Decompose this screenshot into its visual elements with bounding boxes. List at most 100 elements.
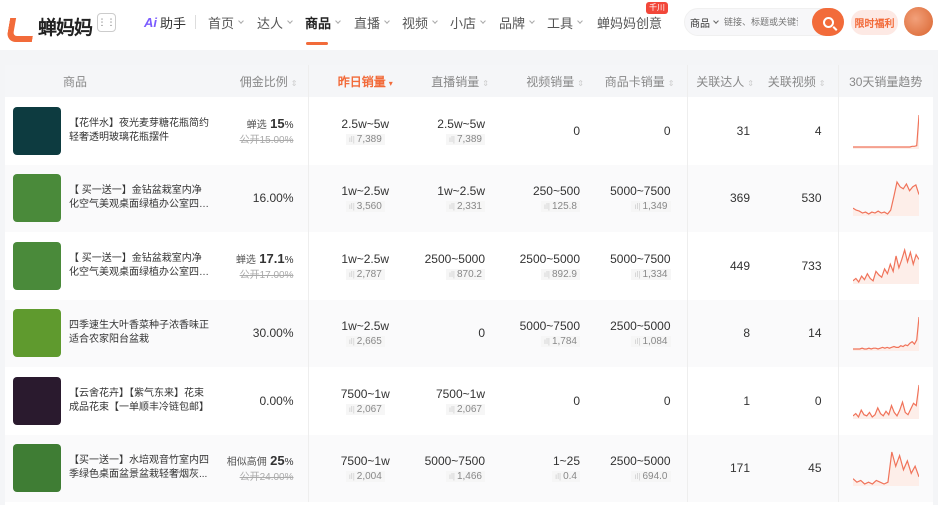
nav-label: 小店 bbox=[450, 15, 477, 31]
avg-value: 2,787 bbox=[356, 268, 382, 280]
table-row[interactable]: 【买一送一】水培观音竹室内四季绿色桌面盆景盆栽轻奢烟灰... 相似高佣 25% 公… bbox=[5, 434, 933, 502]
sort-icon: ⇕ bbox=[747, 78, 754, 88]
nav-item[interactable]: 视频 bbox=[402, 0, 438, 44]
table-row[interactable]: 【花伴水】夜光麦芽糖花瓶简约轻奢透明玻璃花瓶摆件 蝉选 15% 公开15.00% … bbox=[5, 97, 933, 165]
chevron-down-icon bbox=[577, 17, 583, 24]
column-header[interactable]: 佣金比例 ⇕ bbox=[215, 65, 308, 97]
product-name[interactable]: 【 买一送一】金钻盆栽室内净化空气美观桌面绿植办公室四季... bbox=[69, 185, 202, 211]
nav-item[interactable]: 直播 bbox=[354, 0, 390, 44]
table-row[interactable]: 【 买一送一】金钻盆栽室内净化空气美观桌面绿植办公室四季... 16.00% 1… bbox=[5, 164, 933, 232]
sales-trend-sparkline[interactable] bbox=[852, 180, 919, 217]
nav-label: 视频 bbox=[402, 15, 429, 31]
nav-label: 蝉妈妈创意 bbox=[597, 15, 663, 31]
column-header[interactable]: 直播销量 ⇕ bbox=[422, 65, 497, 97]
assistant-button[interactable]: Ai 助手 bbox=[144, 0, 186, 44]
nav-item[interactable]: 达人 bbox=[257, 0, 293, 44]
table-row[interactable]: 四季速生大叶香菜种子浓香味正适合农家阳台盆栽 30.00% 1w~2.5w ıl|… bbox=[5, 299, 933, 367]
card-sales-cell: 5000~7500 ıl| 1,349 bbox=[590, 164, 687, 232]
product-name[interactable]: 【 买一送一】金钻盆栽室内净化空气美观桌面绿植办公室四季... bbox=[69, 252, 202, 278]
search-icon bbox=[822, 16, 834, 28]
avg-sales: ıl| 1,334 bbox=[631, 268, 671, 280]
scope-label: 商品 bbox=[690, 18, 710, 30]
column-header[interactable]: 关联达人 ⇕ bbox=[686, 65, 765, 97]
nav-item[interactable]: 蝉妈妈创意 千川 bbox=[597, 0, 669, 44]
table-row[interactable]: 【 买一送一】金钻盆栽室内净化空气美观桌面绿植办公室四季... 蝉选 17.1%… bbox=[5, 232, 933, 300]
yesterday-sales-cell: 1w~2.5w ıl| 2,665 bbox=[307, 299, 422, 367]
sales-trend-sparkline[interactable] bbox=[852, 450, 919, 487]
video-sales-cell: 5000~7500 ıl| 1,784 bbox=[497, 299, 590, 367]
avg-sales: ıl| 694.0 bbox=[631, 471, 671, 483]
sales-trend-sparkline[interactable] bbox=[852, 315, 919, 352]
product-table: 商品 佣金比例 ⇕ 昨日销量 ▾ 直播销量 ⇕ 视频销量 ⇕ 商品卡销量 ⇕ 关联达人 ⇕ 关联视频 ⇕ 30… bbox=[5, 65, 933, 502]
avatar[interactable] bbox=[904, 7, 933, 36]
search-scope-select[interactable]: 商品 bbox=[690, 15, 719, 30]
product-name[interactable]: 【买一送一】水培观音竹室内四季绿色桌面盆景盆栽轻奢烟灰... bbox=[69, 455, 209, 481]
nav-item[interactable]: 商品 bbox=[305, 0, 341, 45]
nav-item[interactable]: 工具 bbox=[547, 0, 583, 44]
avg-value: 1,349 bbox=[642, 201, 668, 213]
sales-trend-sparkline[interactable] bbox=[852, 113, 919, 149]
table-row[interactable]: 【云舍花卉】【紫气东来】花束成品花束【一单顺丰冷链包邮】 0.00% 7500~… bbox=[5, 367, 933, 435]
nav-item[interactable]: 品牌 bbox=[499, 0, 535, 44]
nav-item[interactable]: 小店 bbox=[450, 0, 486, 44]
trend-line bbox=[852, 180, 919, 216]
product-name[interactable]: 【云舍花卉】【紫气东来】花束成品花束【一单顺丰冷链包邮】 bbox=[69, 387, 209, 413]
product-image[interactable] bbox=[13, 444, 61, 493]
sales-trend-sparkline[interactable] bbox=[852, 383, 919, 419]
column-header[interactable]: 昨日销量 ▾ bbox=[307, 65, 422, 97]
brand-name: 蝉妈妈 bbox=[38, 18, 93, 39]
percent-unit: % bbox=[284, 457, 294, 469]
search-button[interactable] bbox=[812, 8, 844, 36]
avg-value: 694.0 bbox=[642, 471, 668, 483]
sales-range: 1w~2.5w bbox=[341, 184, 390, 199]
yesterday-sales-cell: 2.5w~5w ıl| 7,389 bbox=[307, 97, 422, 165]
product-image[interactable] bbox=[13, 309, 61, 358]
avg-value: 7,389 bbox=[456, 133, 482, 145]
product-cell: 四季速生大叶香菜种子浓香味正适合农家阳台盆栽 bbox=[5, 299, 215, 367]
column-header[interactable]: 视频销量 ⇕ bbox=[497, 65, 590, 97]
product-cell: 【花伴水】夜光麦芽糖花瓶简约轻奢透明玻璃花瓶摆件 bbox=[5, 97, 215, 165]
commission-cell: 16.00% bbox=[215, 164, 308, 232]
bar-chart-icon: ıl| bbox=[348, 134, 355, 144]
search-input[interactable] bbox=[724, 17, 798, 27]
video-sales-cell: 2500~5000 ıl| 892.9 bbox=[497, 232, 590, 300]
avg-value: 3,560 bbox=[356, 201, 382, 213]
apps-grid-icon[interactable]: ⋮⋮ bbox=[97, 13, 116, 32]
related-talents: 8 bbox=[686, 299, 765, 367]
column-header[interactable]: 商品卡销量 ⇕ bbox=[590, 65, 687, 97]
column-label: 直播销量 bbox=[431, 74, 480, 89]
product-image[interactable] bbox=[13, 376, 61, 425]
chevron-down-icon bbox=[384, 17, 390, 24]
product-name[interactable]: 【花伴水】夜光麦芽糖花瓶简约轻奢透明玻璃花瓶摆件 bbox=[69, 117, 209, 143]
sales-range: 250~500 bbox=[532, 184, 580, 199]
percent-unit: % bbox=[284, 119, 294, 131]
product-image[interactable] bbox=[13, 241, 61, 290]
product-image[interactable] bbox=[13, 106, 61, 155]
bar-chart-icon: ıl| bbox=[448, 472, 455, 482]
live-sales-cell: 7500~1w ıl| 2,067 bbox=[422, 367, 497, 435]
commission-tag: 蝉选 bbox=[235, 254, 256, 266]
commission-cell: 蝉选 17.1% 公开17.00% bbox=[215, 232, 308, 300]
logo[interactable]: 蝉妈妈 bbox=[6, 13, 93, 40]
promo-button[interactable]: 限时福利 bbox=[851, 10, 898, 35]
avg-sales: ıl| 2,665 bbox=[345, 336, 385, 348]
nav-label: 达人 bbox=[257, 15, 284, 31]
nav-item[interactable]: 首页 bbox=[208, 0, 244, 44]
avg-sales: ıl| 2,067 bbox=[445, 403, 485, 415]
avg-sales: ıl| 892.9 bbox=[540, 268, 580, 280]
product-name[interactable]: 四季速生大叶香菜种子浓香味正适合农家阳台盆栽 bbox=[69, 320, 209, 346]
video-sales-cell: 0 bbox=[497, 97, 590, 165]
product-image[interactable] bbox=[13, 174, 61, 223]
sales-range: 0 bbox=[573, 393, 580, 408]
sort-icon: ⇕ bbox=[667, 78, 675, 88]
column-label: 佣金比例 bbox=[239, 74, 288, 89]
nav-label: 直播 bbox=[354, 15, 381, 31]
trend-line bbox=[852, 452, 919, 485]
public-commission: 公开17.00% bbox=[239, 269, 294, 281]
bar-chart-icon: ıl| bbox=[634, 337, 641, 347]
sales-trend-sparkline[interactable] bbox=[852, 247, 919, 284]
avg-value: 0.4 bbox=[563, 471, 577, 483]
public-commission: 公开15.00% bbox=[239, 134, 294, 146]
column-header[interactable]: 关联视频 ⇕ bbox=[765, 65, 838, 97]
chevron-down-icon bbox=[713, 17, 719, 24]
